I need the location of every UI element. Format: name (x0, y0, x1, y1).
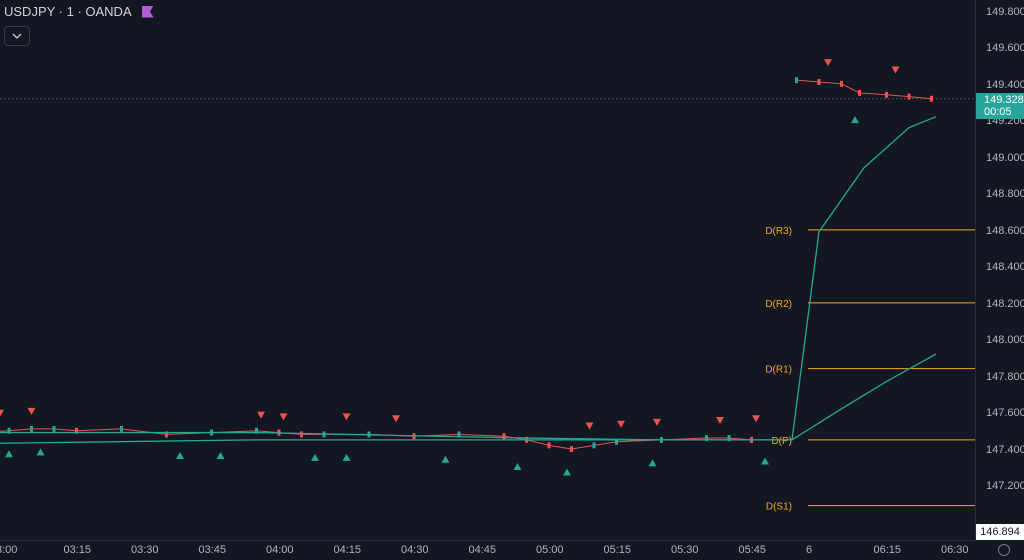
time-tick-label: 05:30 (671, 544, 699, 556)
candle (885, 91, 888, 98)
time-tick-label: 04:45 (468, 544, 497, 556)
time-tick-label: 03:15 (63, 544, 92, 556)
indicator-line-2 (0, 353, 937, 444)
sell-signal-icon (342, 413, 351, 421)
price-tick-label: 148.800 (986, 188, 1024, 201)
price-tick-label: 148.000 (986, 334, 1024, 347)
time-tick-label: 05:00 (536, 544, 564, 556)
price-tick-label: 149.400 (986, 78, 1024, 91)
sell-signal-icon (716, 417, 724, 425)
flag-icon[interactable] (141, 5, 154, 18)
price-tick-label: 149.600 (986, 42, 1024, 55)
candle (727, 435, 731, 442)
pivot-label: D(R1) (765, 365, 792, 376)
candle (615, 438, 618, 445)
candle (52, 425, 56, 432)
candle (7, 427, 11, 434)
time-tick-label: 06:30 (941, 544, 969, 556)
pivot-label: D(S1) (766, 502, 792, 513)
sell-signal-icon (585, 422, 594, 430)
buy-signal-icon (311, 453, 319, 461)
sell-signal-icon (752, 415, 760, 423)
buy-signal-icon (761, 457, 769, 465)
chart-legend: USDJPY · 1 · OANDA (4, 4, 154, 19)
pivot-label: D(R3) (765, 226, 792, 237)
price-tick-label: 147.200 (986, 480, 1024, 493)
sell-signal-icon (617, 420, 625, 428)
settings-icon[interactable] (998, 544, 1010, 556)
pivot-label: D(R2) (765, 299, 792, 310)
buy-signal-icon (851, 116, 859, 124)
collapse-legend-button[interactable] (4, 26, 30, 46)
sell-signal-icon (824, 59, 832, 67)
time-tick-label: 3:00 (0, 544, 18, 556)
chevron-down-icon (12, 33, 22, 39)
price-tick-label: 149.800 (986, 5, 1024, 18)
candle (858, 89, 861, 96)
time-tick-label: 06:15 (873, 544, 902, 556)
price-line-session-2 (796, 79, 932, 100)
buy-signal-icon (176, 452, 184, 460)
buy-signal-icon (36, 448, 45, 456)
price-tick-label: 149.000 (986, 151, 1024, 164)
sell-signal-icon (891, 66, 900, 74)
time-tick-label: 03:45 (198, 544, 227, 556)
price-tick-label: 147.800 (986, 370, 1024, 383)
candle (592, 442, 596, 449)
buy-signal-icon (5, 450, 13, 458)
time-axis[interactable]: 3:00 03:15 03:30 03:45 04:00 04:15 04:30 04:45 0… (0, 540, 975, 560)
indicator-line-1 (0, 116, 937, 441)
candle (907, 93, 911, 100)
price-tick-label: 147.600 (986, 407, 1024, 420)
time-tick-label: 04:30 (401, 544, 429, 556)
candle (30, 425, 33, 432)
buy-signal-icon (648, 459, 657, 467)
candle (75, 427, 78, 434)
sell-signal-icon (257, 411, 265, 419)
last-price: 149.328 (984, 94, 1024, 106)
candle (705, 435, 708, 442)
candle (457, 431, 461, 438)
time-tick-label: 05:15 (603, 544, 632, 556)
candle (570, 446, 573, 453)
price-axis[interactable]: 149.800 149.600 149.400 149.200 149.000 148.8… (975, 0, 1024, 540)
sell-signal-icon (392, 415, 400, 423)
price-tick-label: 148.200 (986, 297, 1024, 310)
sell-signal-icon (653, 418, 661, 426)
candle (817, 78, 821, 85)
time-tick-label: 04:15 (333, 544, 362, 556)
candle (547, 442, 551, 449)
last-price-badge: 149.328 00:05 (976, 93, 1024, 119)
candle (165, 431, 168, 438)
pivot-label: D(P) (771, 436, 792, 447)
symbol-title[interactable]: USDJPY · 1 · OANDA (4, 4, 132, 19)
candle (502, 433, 506, 440)
sell-signal-icon (27, 407, 36, 415)
price-chart[interactable]: D(R3) D(R2) D(R1) D(P) D(S1) (0, 0, 975, 540)
buy-signal-icon (441, 455, 450, 463)
candle (120, 425, 123, 432)
candle (930, 95, 933, 102)
time-tick-label: 03:30 (131, 544, 159, 556)
price-tick-label: 147.400 (986, 443, 1024, 456)
buy-signal-icon (216, 452, 225, 460)
price-tick-label: 148.400 (986, 261, 1024, 274)
candle (300, 431, 303, 438)
sell-signal-icon (279, 413, 288, 421)
buy-signal-icon (563, 468, 571, 476)
price-tick-label: 148.600 (986, 224, 1024, 237)
candle (840, 80, 843, 87)
sell-signal-icon (0, 409, 4, 417)
candle (255, 427, 258, 434)
buy-signal-icon (342, 453, 351, 461)
buy-signal-icon (513, 463, 522, 471)
bar-countdown: 00:05 (984, 106, 1012, 118)
time-tick-label: 04:00 (266, 544, 294, 556)
time-tick-label: 05:45 (738, 544, 767, 556)
time-tick-label: 6 (806, 544, 813, 556)
candle (795, 77, 798, 84)
low-price-badge: 146.894 (976, 524, 1024, 540)
